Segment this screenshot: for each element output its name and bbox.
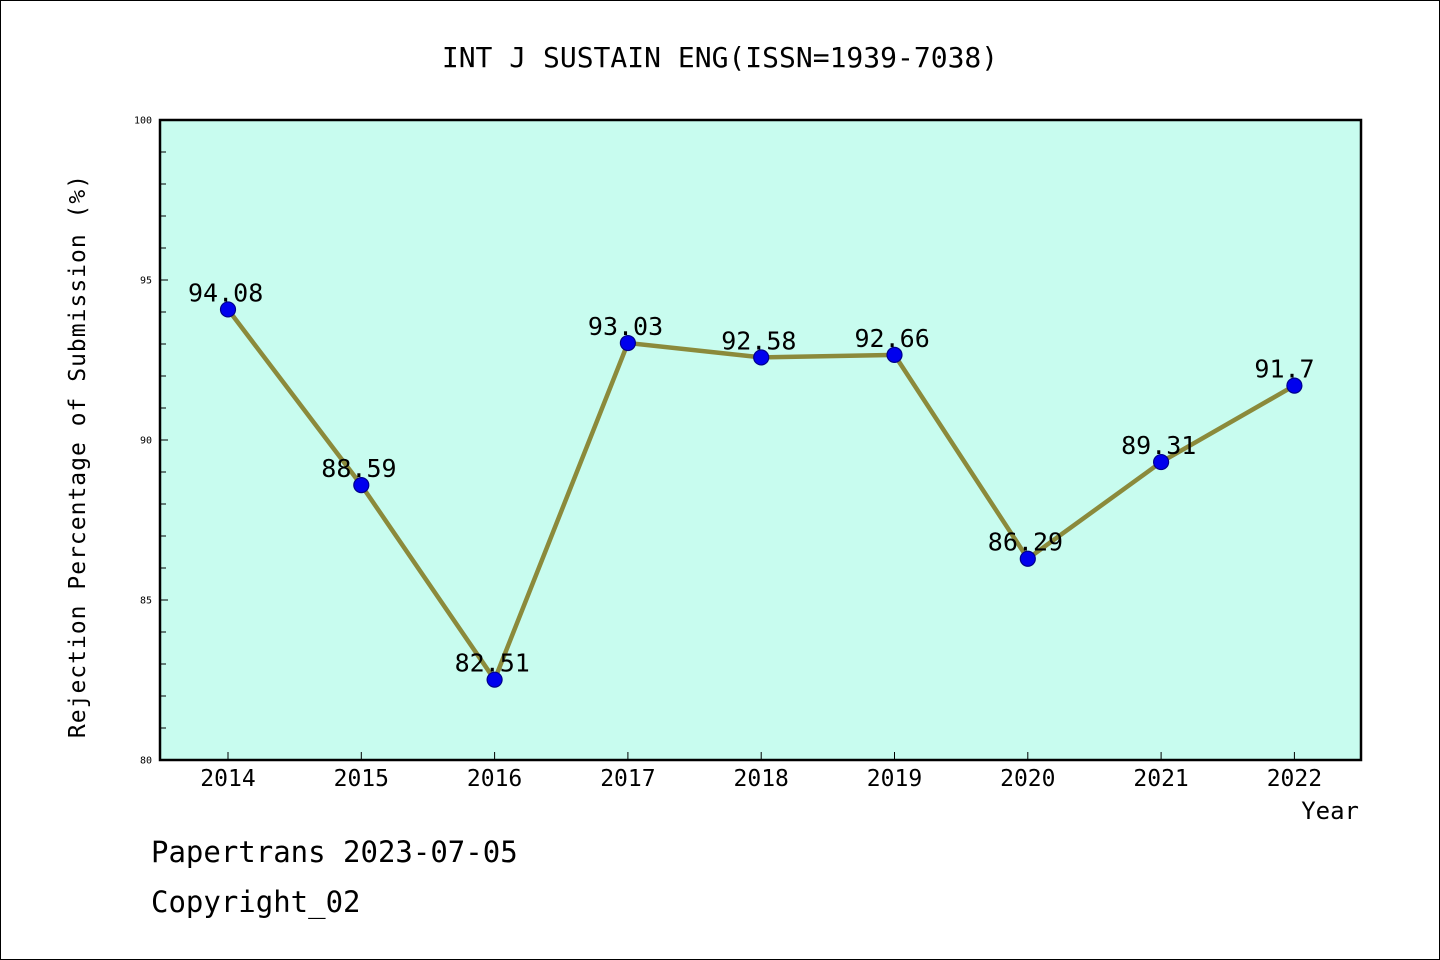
data-label: 91.7 [1254,355,1314,384]
data-label: 92.58 [721,326,796,355]
data-point [1019,550,1036,567]
x-tick-label: 2020 [1000,766,1055,792]
data-point [619,334,637,352]
data-label: 82.51 [455,649,530,678]
x-axis-label: Year [1301,797,1359,825]
data-point [886,346,903,363]
y-tick-label: 85 [140,596,152,607]
y-tick-label: 100 [134,116,152,127]
x-tick-label: 2014 [200,766,255,792]
x-tick-label: 2019 [867,766,922,792]
y-axis-label: Rejection Percentage of Submission (%) [65,174,91,738]
x-tick-label: 2021 [1133,766,1188,792]
data-label: 89.31 [1121,431,1196,460]
chart-title: INT J SUSTAIN ENG(ISSN=1939-7038) [442,41,998,74]
x-tick-label: 2018 [734,766,789,792]
data-point [753,349,770,366]
series-layer: 94.08 88.59 82.51 93.03 92.58 92.66 86.29 89.31… [188,278,1315,688]
data-point [219,301,237,318]
plot-border [158,118,1363,762]
plot-area [160,120,1361,760]
x-tick-label: 2017 [600,766,655,792]
x-axis-ticks: 2014 2015 2016 2017 2018 2019 2020 2021 2022 [200,752,1322,792]
x-tick-label: 2016 [467,766,522,792]
data-label: 92.66 [855,324,930,353]
data-point [1286,377,1303,394]
data-label: 86.29 [988,528,1063,557]
data-point [486,671,503,688]
data-label: 93.03 [588,312,663,341]
footer-date: Papertrans 2023-07-05 [151,835,518,869]
data-label: 88.59 [321,454,396,483]
y-tick-label: 95 [140,276,152,287]
data-point [1152,453,1170,471]
data-point [353,477,370,494]
x-tick-label: 2022 [1267,766,1322,792]
y-tick-label: 80 [140,756,152,767]
x-tick-label: 2015 [334,766,389,792]
footer-copyright: Copyright_02 [151,885,361,919]
data-label: 94.08 [188,278,263,307]
y-tick-label: 90 [140,436,152,447]
